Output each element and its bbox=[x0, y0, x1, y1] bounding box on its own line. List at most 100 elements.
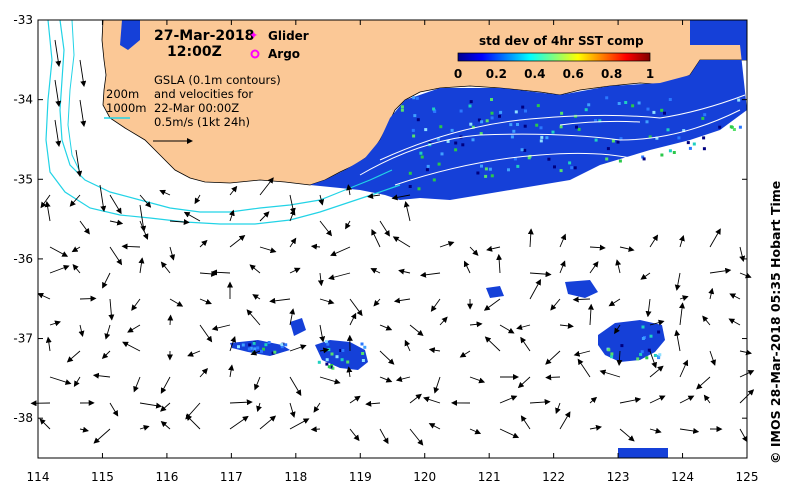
velocity-arrow bbox=[373, 298, 381, 307]
sst-speckle bbox=[647, 348, 651, 352]
gsla-note-line-3: 22-Mar 00:00Z bbox=[154, 101, 239, 115]
velocity-arrow bbox=[349, 298, 363, 317]
sst-speckle bbox=[408, 171, 412, 175]
velocity-arrow bbox=[379, 324, 393, 331]
velocity-arrow bbox=[317, 272, 324, 287]
glider-label: Glider bbox=[268, 29, 309, 43]
velocity-arrow bbox=[349, 312, 357, 326]
velocity-arrow bbox=[109, 402, 119, 417]
sst-speckle bbox=[536, 104, 540, 108]
velocity-arrow bbox=[328, 272, 351, 281]
velocity-arrow bbox=[371, 228, 381, 248]
sst-speckle bbox=[400, 105, 404, 109]
sst-speckle bbox=[646, 107, 650, 111]
velocity-arrow bbox=[319, 298, 335, 305]
sst-speckle bbox=[432, 178, 436, 182]
sst-speckle bbox=[253, 347, 257, 351]
sst-speckle bbox=[584, 108, 588, 112]
sst-speckle bbox=[415, 96, 419, 100]
velocity-arrow bbox=[259, 415, 277, 430]
velocity-arrow bbox=[649, 395, 666, 404]
velocity-arrow bbox=[199, 324, 213, 343]
velocity-arrow bbox=[185, 414, 201, 430]
velocity-arrow bbox=[93, 428, 111, 444]
sst-speckle bbox=[575, 125, 578, 129]
sst-speckle bbox=[512, 129, 516, 133]
velocity-arrow bbox=[649, 350, 657, 369]
velocity-arrow bbox=[529, 399, 551, 406]
sst-speckle bbox=[553, 165, 556, 169]
sst-speckle bbox=[607, 348, 611, 352]
velocity-arrow bbox=[138, 257, 145, 274]
sst-speckle bbox=[252, 341, 256, 345]
sst-speckle bbox=[317, 360, 321, 364]
sst-speckle bbox=[688, 146, 692, 150]
velocity-arrow bbox=[199, 239, 208, 248]
sst-speckle bbox=[510, 135, 514, 139]
sst-speckle bbox=[335, 355, 339, 359]
sst-speckle bbox=[682, 129, 686, 133]
sst-speckle bbox=[539, 139, 543, 143]
velocity-arrow bbox=[252, 294, 261, 300]
velocity-arrow bbox=[109, 246, 123, 266]
velocity-arrow bbox=[365, 400, 381, 407]
velocity-arrow bbox=[49, 376, 72, 385]
velocity-arrow bbox=[187, 350, 201, 357]
velocity-arrow bbox=[229, 415, 249, 430]
gsla-note-line-1: GSLA (0.1m contours) bbox=[154, 73, 281, 87]
sst-speckle bbox=[262, 347, 265, 351]
sst-patch-36-122 bbox=[565, 280, 598, 298]
sst-speckle bbox=[619, 137, 623, 141]
velocity-arrow bbox=[640, 272, 651, 280]
velocity-arrow bbox=[289, 267, 301, 274]
sst-speckle bbox=[341, 349, 345, 352]
velocity-arrow bbox=[469, 428, 482, 435]
lon-tick-label: 115 bbox=[91, 470, 114, 484]
velocity-arrow bbox=[409, 428, 424, 446]
sst-speckle bbox=[419, 151, 423, 155]
sst-speckle bbox=[499, 110, 503, 114]
velocity-arrow bbox=[393, 297, 411, 304]
velocity-arrow bbox=[37, 292, 51, 300]
velocity-arrow bbox=[423, 396, 441, 404]
sst-speckle bbox=[617, 102, 621, 105]
velocity-arrow bbox=[318, 194, 325, 206]
map-time: 12:00Z bbox=[167, 44, 222, 60]
velocity-arrow bbox=[49, 320, 61, 327]
colorbar bbox=[457, 52, 651, 62]
velocity-arrow bbox=[379, 220, 390, 237]
sst-speckle bbox=[346, 360, 350, 364]
velocity-arrow bbox=[709, 228, 721, 248]
velocity-arrow bbox=[517, 376, 531, 389]
velocity-arrow bbox=[289, 376, 302, 396]
sst-speckle bbox=[360, 342, 364, 346]
lon-tick-label: 123 bbox=[607, 470, 630, 484]
velocity-arrow bbox=[614, 324, 621, 335]
sst-speckle bbox=[701, 116, 705, 120]
sst-speckle bbox=[513, 157, 517, 161]
velocity-arrow bbox=[54, 79, 62, 107]
sst-speckle bbox=[653, 354, 657, 357]
sst-speckle bbox=[477, 118, 481, 122]
lon-tick-label: 116 bbox=[155, 470, 178, 484]
velocity-arrow bbox=[211, 324, 231, 331]
sst-speckle bbox=[408, 185, 412, 188]
velocity-arrow bbox=[45, 336, 52, 352]
velocity-arrow bbox=[392, 236, 411, 248]
sst-speckle bbox=[639, 352, 643, 356]
velocity-arrow bbox=[469, 246, 479, 256]
velocity-arrow bbox=[71, 246, 81, 253]
sst-speckle bbox=[340, 358, 344, 362]
velocity-arrow bbox=[121, 243, 141, 250]
velocity-arrow bbox=[49, 246, 69, 257]
argo-label: Argo bbox=[268, 47, 300, 61]
velocity-arrow bbox=[289, 237, 297, 248]
sst-speckle bbox=[605, 157, 609, 161]
sst-speckle bbox=[535, 123, 539, 127]
sst-speckle bbox=[412, 134, 416, 138]
sst-speckle bbox=[631, 104, 635, 108]
sst-speckle bbox=[640, 350, 644, 354]
sst-speckle bbox=[241, 343, 245, 347]
velocity-arrow bbox=[379, 428, 389, 445]
sst-speckle bbox=[490, 111, 494, 115]
